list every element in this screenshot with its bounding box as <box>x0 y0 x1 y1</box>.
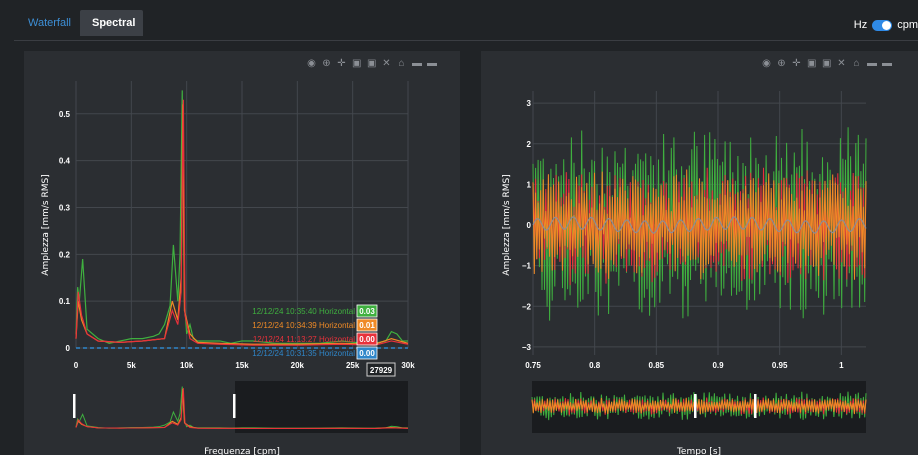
y-tick-label: 0 <box>66 344 71 353</box>
zoom-out-icon[interactable]: ▣ <box>367 58 377 69</box>
compare-icon[interactable]: ▬ <box>882 58 892 69</box>
unit-toggle[interactable]: Hz cpm <box>854 17 918 33</box>
waveform-series-line <box>532 169 867 280</box>
unit-hz-label: Hz <box>853 19 868 31</box>
spectrum-panel: ◉ ⊕ ✛ ▣ ▣ ✕ ⌂ ▬ ▬ 0 0.1 0.2 0.3 0.4 0.5 0 5k 10k… <box>24 51 460 455</box>
hover-series-label: 12/12/24 10:35:40 Horizontal <box>252 307 355 316</box>
rangeslider-right-handle[interactable] <box>233 394 236 418</box>
waveform-modebar: ◉ ⊕ ✛ ▣ ▣ ✕ ⌂ ▬ ▬ <box>762 58 892 70</box>
autoscale-icon[interactable]: ✕ <box>382 58 391 69</box>
x-tick-label: 10k <box>180 361 194 370</box>
camera-icon[interactable]: ◉ <box>307 58 316 69</box>
hover-value: 0.00 <box>359 349 375 358</box>
y-tick-label: −2 <box>522 302 532 311</box>
tab-waterfall[interactable]: Waterfall <box>28 17 71 29</box>
hover-value-badge <box>356 346 378 360</box>
y-tick-label: 2 <box>527 140 532 149</box>
spectrum-ylabel: Amplezza [mm/s RMS] <box>41 174 51 275</box>
hover-value-badge <box>356 318 378 332</box>
waveform-chart[interactable]: −3 −2 −1 0 1 2 3 0.75 0.8 0.85 0.9 0.95 1 Amplezza [… <box>481 51 918 455</box>
x-tick-label: 0.9 <box>712 361 724 370</box>
hover-value: 0.03 <box>359 307 375 316</box>
rangeslider-left-handle[interactable] <box>73 394 76 418</box>
tab-underline <box>14 40 918 41</box>
spectrum-modebar: ◉ ⊕ ✛ ▣ ▣ ✕ ⌂ ▬ ▬ <box>307 58 437 70</box>
rangeslider-series-line <box>75 388 409 430</box>
x-tick-label: 1 <box>839 361 844 370</box>
y-tick-label: 0.5 <box>59 110 71 119</box>
compare-icon[interactable]: ▬ <box>427 58 437 69</box>
autoscale-icon[interactable]: ✕ <box>837 58 846 69</box>
tab-spectral[interactable]: Spectral <box>80 10 143 36</box>
x-tick-label: 0.8 <box>589 361 601 370</box>
y-tick-label: 0.1 <box>59 297 71 306</box>
pan-icon[interactable]: ✛ <box>337 58 346 69</box>
y-tick-label: 0.4 <box>59 157 71 166</box>
home-icon[interactable]: ⌂ <box>853 58 860 69</box>
y-tick-label: 0.2 <box>59 250 71 259</box>
spectrum-series-line <box>75 90 408 344</box>
spectrum-chart[interactable]: 0 0.1 0.2 0.3 0.4 0.5 0 5k 10k 15k 20k 25k 30k Ample… <box>24 51 460 455</box>
waveform-panel: ◉ ⊕ ✛ ▣ ▣ ✕ ⌂ ▬ ▬ −3 −2 −1 0 1 2 3 0.75 0.8 0.85 0… <box>481 51 918 455</box>
zoom-in-icon[interactable]: ▣ <box>807 58 817 69</box>
x-tick-label: 0.95 <box>772 361 788 370</box>
hover-value: 0.00 <box>359 335 375 344</box>
x-tick-label: 30k <box>401 361 415 370</box>
zoom-in-icon[interactable]: ▣ <box>352 58 362 69</box>
x-tick-label: 0.75 <box>525 361 541 370</box>
hover-value-badge <box>356 332 378 346</box>
spike-lines-icon[interactable]: ▬ <box>412 58 422 69</box>
top-bar: Waterfall Spectral Hz cpm <box>0 0 918 40</box>
switch-knob <box>882 20 892 30</box>
home-icon[interactable]: ⌂ <box>398 58 405 69</box>
zoom-out-icon[interactable]: ▣ <box>822 58 832 69</box>
y-tick-label: −1 <box>522 262 532 271</box>
unit-switch[interactable] <box>872 19 893 31</box>
x-tick-label: 15k <box>235 361 249 370</box>
hover-x-label: 27929 <box>370 366 393 375</box>
hover-value: 0.01 <box>359 321 375 330</box>
x-tick-label: 20k <box>291 361 305 370</box>
y-tick-label: 0 <box>527 221 532 230</box>
x-tick-label: 0 <box>74 361 79 370</box>
rangeslider-left-handle[interactable] <box>694 394 697 418</box>
y-tick-label: 3 <box>527 99 532 108</box>
hover-value-badge <box>356 304 378 318</box>
waveform-ylabel: Amplezza [mm/s RMS] <box>502 174 512 275</box>
rangeslider-series-line <box>531 397 867 415</box>
rangeslider-right-handle[interactable] <box>754 394 757 418</box>
spectrum-series-line <box>75 99 409 346</box>
pan-icon[interactable]: ✛ <box>792 58 801 69</box>
zoom-icon[interactable]: ⊕ <box>777 58 786 69</box>
x-tick-label: 25k <box>346 361 360 370</box>
y-tick-label: 1 <box>527 180 532 189</box>
hover-x-badge <box>366 362 396 377</box>
hover-series-label: 12/12/24 10:31:35 Horizontal <box>252 349 355 358</box>
x-tick-label: 5k <box>127 361 136 370</box>
y-tick-label: 0.3 <box>59 203 71 212</box>
camera-icon[interactable]: ◉ <box>762 58 771 69</box>
rangeslider-mask <box>235 381 408 433</box>
x-tick-label: 0.85 <box>649 361 665 370</box>
waveform-xlabel: Tempo [s] <box>676 447 721 455</box>
hover-series-label: 12/12/24 10:34:39 Horizontal <box>252 321 355 330</box>
waveform-series-line <box>532 216 867 234</box>
hover-series-label: 12/12/24 11:13:27 Horizontal <box>253 335 355 344</box>
spike-lines-icon[interactable]: ▬ <box>867 58 877 69</box>
unit-cpm-label: cpm <box>897 19 918 31</box>
zoom-icon[interactable]: ⊕ <box>322 58 331 69</box>
spectrum-xlabel: Frequenza [cpm] <box>204 447 280 455</box>
y-tick-label: −3 <box>522 343 532 352</box>
